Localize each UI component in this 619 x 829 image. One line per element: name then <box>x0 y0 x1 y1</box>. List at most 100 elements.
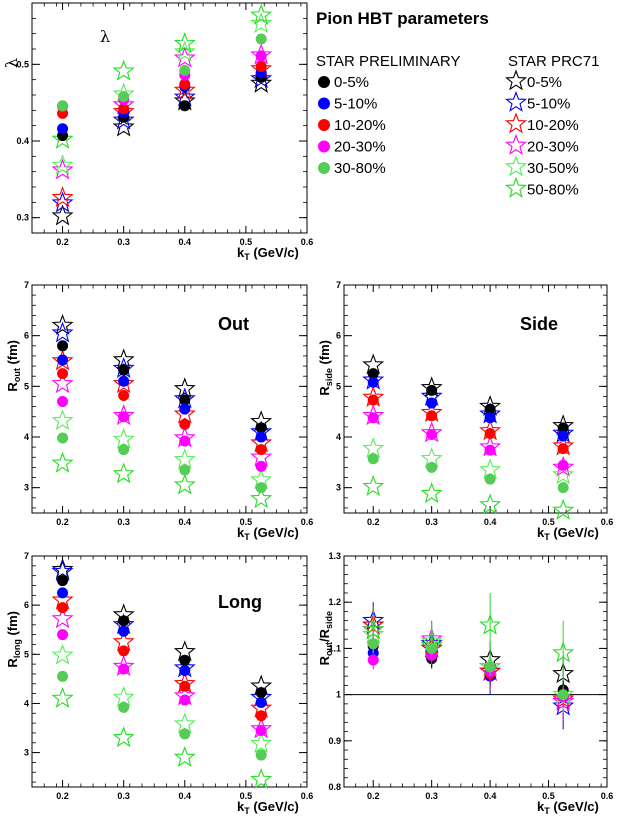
x-tick-label: 0.4 <box>179 237 192 247</box>
data-point-star <box>51 643 74 665</box>
data-point-circle <box>426 461 438 473</box>
data-point-star <box>552 455 575 477</box>
data-point-circle <box>484 444 496 456</box>
data-point-circle <box>179 78 191 90</box>
data-point-circle <box>557 422 569 434</box>
data-point-circle <box>367 638 379 650</box>
data-point-star <box>173 32 196 53</box>
data-point-circle <box>57 602 69 614</box>
x-tick-label: 0.2 <box>56 517 69 527</box>
data-point-circle <box>57 629 69 641</box>
data-point-star <box>552 498 575 520</box>
y-tick-label: 0.8 <box>328 782 341 792</box>
data-point-circle <box>557 459 569 471</box>
y-tick-label: 0.9 <box>328 736 341 746</box>
legend-label: 30-50% <box>527 160 579 177</box>
data-point-circle <box>179 394 191 406</box>
data-point-star <box>112 372 135 394</box>
x-tick-label: 0.6 <box>301 517 314 527</box>
y-tick-label: 0.5 <box>16 59 29 69</box>
x-tick-label: 0.4 <box>179 791 192 801</box>
data-point-circle <box>118 364 130 376</box>
data-point-circle <box>367 394 379 406</box>
legend-label: 10-20% <box>527 117 579 134</box>
y-tick-label: 3 <box>24 748 29 758</box>
data-point-star <box>51 686 74 708</box>
legend-marker-circle <box>318 162 330 174</box>
data-point-circle <box>179 64 191 76</box>
data-point-circle <box>179 100 191 112</box>
data-point-star <box>173 40 196 62</box>
data-point-star <box>173 448 196 470</box>
data-point-circle <box>118 444 130 456</box>
data-point-circle <box>118 389 130 401</box>
x-axis-label: kT (GeV/c) <box>237 799 299 816</box>
data-point-star <box>51 158 74 180</box>
y-tick-label: 5 <box>336 381 341 391</box>
y-tick-label: 1 <box>336 690 341 700</box>
data-point-star <box>362 475 385 497</box>
legend-label: 30-80% <box>334 160 386 177</box>
data-point-circle <box>118 701 130 713</box>
data-point-circle <box>179 694 191 706</box>
data-point-star <box>51 558 74 580</box>
y-axis-label: Rlong (fm) <box>5 611 22 668</box>
x-tick-label: 0.3 <box>117 517 130 527</box>
legend-marker-circle <box>318 119 330 131</box>
data-point-circle <box>426 384 438 396</box>
panel-title: Long <box>218 592 262 612</box>
data-point-star <box>51 372 74 394</box>
data-point-circle <box>484 473 496 485</box>
data-point-circle <box>57 432 69 444</box>
data-point-star <box>112 59 135 81</box>
data-point-circle <box>118 645 130 657</box>
data-point-star <box>479 613 502 635</box>
data-point-circle <box>255 444 267 456</box>
data-point-circle <box>255 422 267 434</box>
y-tick-label: 0.3 <box>16 213 29 223</box>
data-point-star <box>51 321 74 343</box>
data-point-circle <box>255 61 267 73</box>
panel-5: 0.2 0.3 0.4 0.5 0.6 0.8 0.9 1 1.1 1.2 1.3 kT (GeV/c… <box>317 551 613 816</box>
legend-marker-star <box>504 176 528 198</box>
panel-3: 0.2 0.3 0.4 0.5 0.6 3 4 5 6 7 kT (GeV/c) Rside (fm)… <box>317 280 613 542</box>
x-tick-label: 0.5 <box>240 517 253 527</box>
x-axis-label: kT (GeV/c) <box>537 799 599 816</box>
panel-4: 0.2 0.3 0.4 0.5 0.6 3 4 5 6 7 kT (GeV/c) Rlong (fm)… <box>5 551 313 816</box>
data-point-star <box>112 726 135 748</box>
legend-label: 0-5% <box>334 74 369 91</box>
x-tick-label: 0.4 <box>484 517 497 527</box>
y-tick-label: 4 <box>24 432 29 442</box>
x-tick-label: 0.2 <box>56 237 69 247</box>
data-point-circle <box>367 376 379 388</box>
y-tick-label: 6 <box>336 331 341 341</box>
x-axis-label: kT (GeV/c) <box>237 525 299 542</box>
y-tick-label: 7 <box>24 280 29 290</box>
legend-marker-star <box>504 155 528 177</box>
data-point-star <box>51 451 74 473</box>
data-point-circle <box>179 403 191 415</box>
data-point-circle <box>118 615 130 627</box>
legend-label: 5-10% <box>334 96 377 113</box>
data-point-star <box>479 493 502 515</box>
plot-frame <box>31 555 308 788</box>
data-point-star <box>173 377 196 399</box>
data-point-circle <box>426 428 438 440</box>
legend-marker-star <box>504 133 528 155</box>
legend-label: 10-20% <box>334 117 386 134</box>
data-point-circle <box>255 749 267 761</box>
legend-label: 50-80% <box>527 182 579 199</box>
data-point-star <box>112 427 135 449</box>
data-point-circle <box>426 642 438 654</box>
y-tick-label: 7 <box>336 280 341 290</box>
x-tick-label: 0.3 <box>425 517 438 527</box>
data-point-star <box>51 313 74 335</box>
data-point-circle <box>255 50 267 62</box>
data-point-circle <box>118 91 130 103</box>
data-point-circle <box>484 403 496 415</box>
y-tick-label: 4 <box>24 698 29 708</box>
y-tick-label: 1.2 <box>328 597 341 607</box>
data-point-circle <box>179 665 191 677</box>
panel-title: λ <box>100 27 110 46</box>
panel-2: 0.2 0.3 0.4 0.5 0.6 3 4 5 6 7 kT (GeV/c) Rout (fm) O… <box>5 280 313 542</box>
